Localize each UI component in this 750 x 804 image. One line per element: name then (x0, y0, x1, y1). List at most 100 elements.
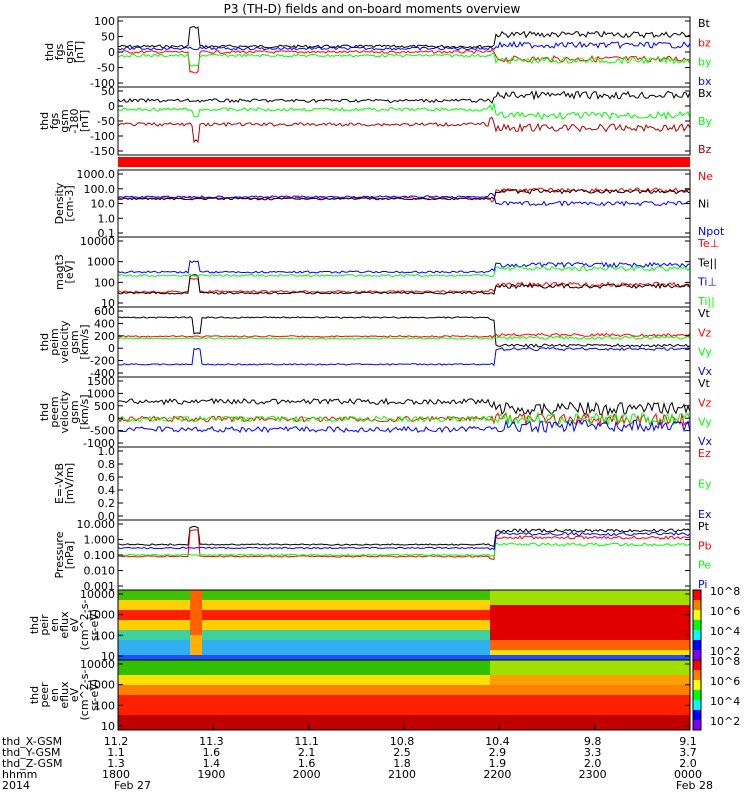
heatmap-cell (650, 630, 655, 636)
heatmap-cell (142, 660, 147, 666)
heatmap-cell (538, 650, 543, 656)
heatmap-cell (266, 680, 271, 686)
heatmap-cell (462, 705, 467, 711)
heatmap-cell (146, 715, 151, 721)
ephemeris-value: 1.4 (203, 757, 221, 770)
heatmap-cell (582, 630, 587, 636)
heatmap-cell (662, 640, 667, 646)
heatmap-cell (666, 685, 671, 691)
heatmap-cell (278, 620, 283, 626)
heatmap-cell (470, 710, 475, 716)
heatmap-cell (522, 645, 527, 651)
heatmap-cell (478, 710, 483, 716)
heatmap-cell (662, 690, 667, 696)
heatmap-cell (438, 705, 443, 711)
heatmap-cell (358, 620, 363, 626)
heatmap-cell (382, 670, 387, 676)
heatmap-cell (370, 610, 375, 616)
heatmap-cell (278, 715, 283, 721)
heatmap-cell (266, 600, 271, 606)
heatmap-cell (158, 670, 163, 676)
heatmap-cell (530, 640, 535, 646)
heatmap-cell (242, 590, 247, 596)
heatmap-cell (270, 695, 275, 701)
heatmap-cell (674, 670, 679, 676)
heatmap-cell (226, 600, 231, 606)
heatmap-cell (242, 725, 247, 731)
heatmap-cell (126, 640, 131, 646)
heatmap-cell (218, 640, 223, 646)
heatmap-cell (654, 645, 659, 651)
heatmap-cell (614, 700, 619, 706)
heatmap-cell (622, 625, 627, 631)
heatmap-cell (206, 670, 211, 676)
heatmap-cell (230, 590, 235, 596)
heatmap-cell (258, 660, 263, 666)
heatmap-cell (314, 625, 319, 631)
heatmap-cell (494, 645, 499, 651)
heatmap-cell (142, 675, 147, 681)
heatmap-cell (682, 695, 687, 701)
heatmap-cell (234, 720, 239, 726)
heatmap-cell (130, 670, 135, 676)
heatmap-cell (186, 670, 191, 676)
heatmap-cell (442, 610, 447, 616)
heatmap-cell (318, 655, 323, 661)
heatmap-cell (646, 660, 651, 666)
heatmap-cell (502, 710, 507, 716)
heatmap-cell (402, 625, 407, 631)
heatmap-cell (342, 715, 347, 721)
heatmap-cell (290, 600, 295, 606)
heatmap-cell (358, 630, 363, 636)
heatmap-cell (358, 710, 363, 716)
heatmap-cell (366, 615, 371, 621)
heatmap-cell (570, 595, 575, 601)
heatmap-cell (126, 685, 131, 691)
heatmap-cell (582, 640, 587, 646)
heatmap-cell (678, 725, 683, 731)
heatmap-cell (622, 620, 627, 626)
heatmap-cell (250, 720, 255, 726)
heatmap-cell (678, 660, 683, 666)
heatmap-cell (162, 655, 167, 661)
heatmap-cell (390, 610, 395, 616)
heatmap-cell (478, 695, 483, 701)
heatmap-cell (410, 655, 415, 661)
heatmap-cell (554, 695, 559, 701)
heatmap-cell (422, 620, 427, 626)
legend-label-Pt: Pt (698, 520, 710, 533)
heatmap-cell (446, 685, 451, 691)
heatmap-cell (470, 725, 475, 731)
heatmap-cell (642, 675, 647, 681)
heatmap-cell (214, 615, 219, 621)
heatmap-cell (270, 655, 275, 661)
heatmap-cell (206, 635, 211, 641)
heatmap-cell (206, 715, 211, 721)
heatmap-cell (134, 715, 139, 721)
heatmap-cell (454, 600, 459, 606)
heatmap-cell (358, 670, 363, 676)
heatmap-cell (314, 725, 319, 731)
heatmap-cell (314, 720, 319, 726)
heatmap-cell (654, 700, 659, 706)
heatmap-cell (162, 670, 167, 676)
heatmap-cell (142, 620, 147, 626)
heatmap-cell (258, 720, 263, 726)
heatmap-cell (658, 605, 663, 611)
heatmap-cell (470, 685, 475, 691)
heatmap-cell (362, 670, 367, 676)
heatmap-cell (238, 670, 243, 676)
heatmap-cell (622, 690, 627, 696)
heatmap-cell (302, 590, 307, 596)
heatmap-cell (610, 695, 615, 701)
heatmap-cell (634, 705, 639, 711)
heatmap-cell (566, 695, 571, 701)
heatmap-cell (410, 695, 415, 701)
heatmap-cell (498, 630, 503, 636)
y-axis-label: sr-eV) (88, 609, 101, 641)
heatmap-cell (494, 635, 499, 641)
heatmap-cell (486, 705, 491, 711)
heatmap-cell (374, 665, 379, 671)
heatmap-cell (474, 620, 479, 626)
heatmap-cell (390, 600, 395, 606)
